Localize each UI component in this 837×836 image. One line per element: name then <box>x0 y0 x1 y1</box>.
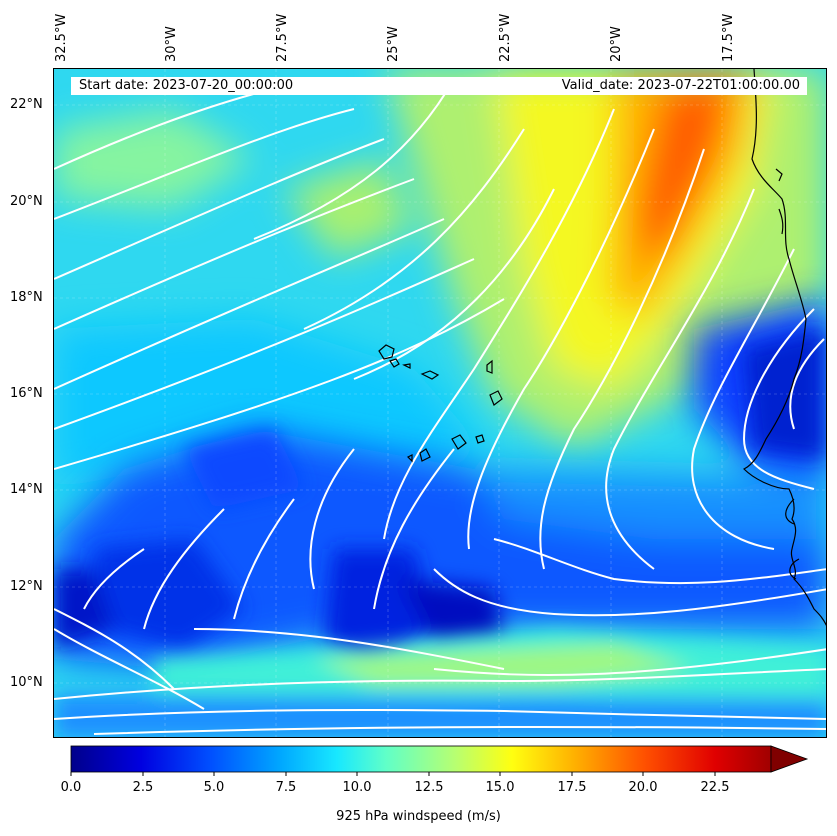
colorbar-tick-label: 17.5 <box>557 780 587 795</box>
lat-label: 16°N <box>10 386 43 401</box>
streamline <box>539 148 705 570</box>
island <box>451 434 467 450</box>
coastline <box>742 69 826 626</box>
colorbar-tick-label: 12.5 <box>414 780 444 795</box>
streamline <box>83 548 145 610</box>
streamline <box>789 338 825 430</box>
streamline <box>253 78 455 240</box>
island <box>378 344 395 360</box>
streamline <box>467 128 655 550</box>
windspeed-field <box>54 69 826 737</box>
start-date-label: Start date: 2023-07-20_00:00:00 <box>79 78 294 93</box>
streamline <box>193 628 505 670</box>
island <box>486 359 493 374</box>
date-header: Start date: 2023-07-20_00:00:00 Valid_da… <box>71 77 807 95</box>
lat-label: 14°N <box>10 482 43 497</box>
lat-label: 12°N <box>10 579 43 594</box>
lat-label: 10°N <box>10 675 43 690</box>
island <box>420 370 440 380</box>
streamline <box>691 248 795 550</box>
field-blue-band <box>474 469 826 539</box>
field-red-core <box>639 79 734 269</box>
field-blue-patch <box>184 429 304 509</box>
streamlines <box>54 78 826 735</box>
streamline <box>433 648 826 676</box>
lon-label: 27.5°W <box>275 13 290 62</box>
lon-label: 30°W <box>164 26 179 62</box>
lon-label: 25°W <box>386 26 401 62</box>
colorbar-ticks <box>70 772 716 776</box>
streamline <box>54 628 205 710</box>
streamline <box>54 138 385 280</box>
streamline <box>309 448 355 590</box>
streamline <box>383 108 615 540</box>
coastline <box>789 558 800 580</box>
colorbar-tick-label: 5.0 <box>203 780 225 795</box>
colorbar-gradient <box>70 745 772 773</box>
streamline <box>54 108 355 220</box>
lon-label: 17.5°W <box>721 13 736 62</box>
coastline <box>785 498 795 525</box>
streamline <box>742 308 815 490</box>
field-green-west <box>54 109 254 209</box>
streamline <box>433 568 826 617</box>
lat-label: 20°N <box>10 194 43 209</box>
streamline <box>54 708 826 720</box>
streamline <box>93 725 826 735</box>
lon-label: 22.5°W <box>498 13 513 62</box>
streamline <box>54 258 475 430</box>
streamline <box>54 178 415 330</box>
field-darkblue-1 <box>94 539 244 649</box>
graticule <box>54 69 826 737</box>
coastline <box>778 208 784 235</box>
colorbar-tick-label: 10.0 <box>342 780 372 795</box>
streamline <box>373 448 455 610</box>
field-darkblue-2 <box>324 549 434 669</box>
lon-label: 20°W <box>609 26 624 62</box>
streamline <box>303 128 525 330</box>
valid-date-label: Valid_date: 2023-07-22T01:00:00.00 <box>561 78 800 93</box>
island <box>406 454 413 463</box>
cape-verde-islands <box>378 344 503 463</box>
field-darkblue-3 <box>399 579 504 644</box>
colorbar-tick-label: 22.5 <box>700 780 730 795</box>
field-darkblue-5 <box>744 329 824 459</box>
streamline <box>54 608 175 690</box>
island <box>419 448 431 462</box>
island <box>489 390 503 406</box>
streamline <box>233 498 295 620</box>
streamline <box>493 538 826 585</box>
streamline <box>605 188 755 570</box>
colorbar <box>70 745 809 776</box>
wind-map <box>53 68 827 738</box>
colorbar-extend-arrow <box>770 745 809 773</box>
island <box>475 434 485 444</box>
african-coastline <box>742 69 826 626</box>
lat-label: 18°N <box>10 290 43 305</box>
lat-label: 22°N <box>10 97 43 112</box>
streamline <box>54 298 505 470</box>
lon-label: 32.5°W <box>54 13 69 62</box>
streamline <box>143 508 225 630</box>
coastline <box>775 168 783 182</box>
field-green-mid <box>284 159 414 259</box>
colorbar-tick-label: 20.0 <box>628 780 658 795</box>
streamline <box>54 668 826 700</box>
colorbar-tick-label: 15.0 <box>485 780 515 795</box>
island <box>389 358 400 368</box>
island <box>402 363 411 369</box>
streamline <box>54 218 445 390</box>
colorbar-tick-label: 2.5 <box>132 780 154 795</box>
colorbar-tick-label: 7.5 <box>275 780 297 795</box>
colorbar-tick-label: 0.0 <box>60 780 82 795</box>
colorbar-title: 925 hPa windspeed (m/s) <box>336 809 501 824</box>
